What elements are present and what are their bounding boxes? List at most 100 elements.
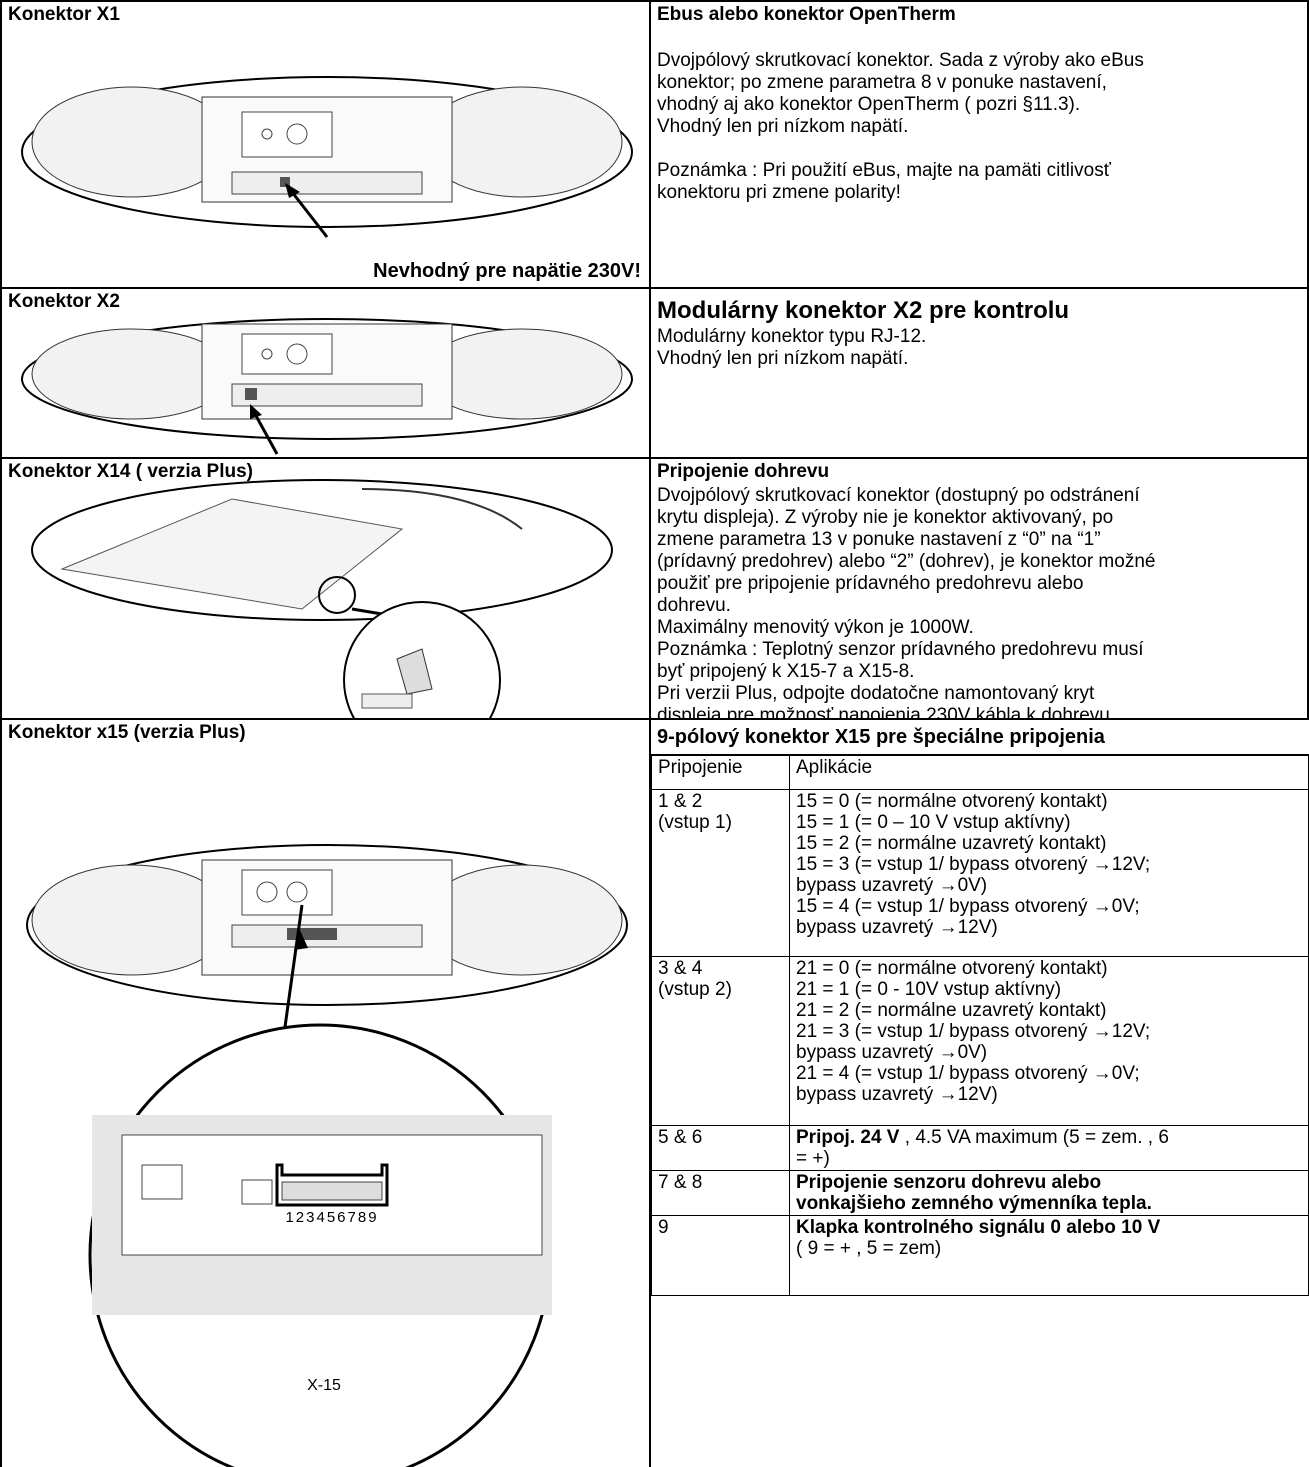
text-line: 7 & 8	[658, 1172, 703, 1193]
paragraph: Dvojpólový skrutkovací konektor (dostupn…	[657, 485, 1301, 720]
text-line: 1 & 2	[658, 791, 703, 812]
text-line: Pripojenie senzoru dohrevu alebo	[796, 1172, 1302, 1193]
text-line: Dvojpólový skrutkovací konektor (dostupn…	[657, 485, 1140, 506]
connection-cell: 5 & 6	[651, 1125, 790, 1171]
table-row: 9 Klapka kontrolného signálu 0 alebo 10 V…	[651, 1215, 1309, 1296]
text-span: Pripoj. 24 V	[796, 1127, 900, 1148]
cell-right: Pripojenie dohrevu Dvojpólový skrutkovac…	[651, 459, 1309, 720]
cell-left: Konektor X2	[0, 289, 651, 459]
text-line: Pripoj. 24 V , 4.5 VA maximum (5 = zem. …	[796, 1127, 1302, 1148]
application-cell: Pripoj. 24 V , 4.5 VA maximum (5 = zem. …	[789, 1125, 1309, 1171]
application-cell: 15 = 0 (= normálne otvorený kontakt) 15 =…	[789, 789, 1309, 957]
text-line: Klapka kontrolného signálu 0 alebo 10 V	[796, 1217, 1302, 1238]
text-line: 5 & 6	[658, 1127, 703, 1148]
text-span: vonkajšieho zemného výmenníka tepla.	[796, 1193, 1152, 1214]
cell-right: Ebus alebo konektor OpenTherm Dvojpólový…	[651, 0, 1309, 289]
paragraph: Dvojpólový skrutkovací konektor. Sada z …	[657, 50, 1301, 138]
text-line: bypass uzavretý →12V)	[796, 1084, 998, 1105]
text-line: zmene parametra 13 v ponuke nastavení z …	[657, 529, 1101, 550]
table-title: 9-pólový konektor X15 pre špeciálne prip…	[651, 720, 1309, 755]
header-cell: Aplikácie	[789, 755, 1309, 790]
text-line: 21 = 0 (= normálne otvorený kontakt)	[796, 958, 1108, 979]
text-line: Poznámka : Pri použití eBus, majte na pa…	[657, 160, 1111, 181]
text-line: dohrevu.	[657, 595, 731, 616]
cell-right: Modulárny konektor X2 pre kontrolu Modul…	[651, 289, 1309, 459]
cell-title: Konektor X2	[8, 291, 120, 312]
text-line: Pri verzii Plus, odpojte dodatočne namon…	[657, 683, 1095, 704]
cell-title: Pripojenie dohrevu	[657, 461, 830, 482]
text-line: bypass uzavretý →0V)	[796, 875, 988, 896]
text-line: 21 = 1 (= 0 - 10V vstup aktívny)	[796, 979, 1062, 1000]
connection-cell: 3 & 4 (vstup 2)	[651, 956, 790, 1126]
cell-title: Ebus alebo konektor OpenTherm	[657, 4, 956, 25]
text-line: Vhodný len pri nízkom napätí.	[657, 348, 909, 369]
text-line: byť pripojený k X15-7 a X15-8.	[657, 661, 915, 682]
text-line: vonkajšieho zemného výmenníka tepla.	[796, 1193, 1302, 1214]
text-line: = +)	[796, 1148, 830, 1169]
text-line: 15 = 4 (= vstup 1/ bypass otvorený →0V;	[796, 896, 1140, 917]
caption: Nevhodný pre napätie 230V!	[373, 260, 641, 282]
cell-title: Konektor X14 ( verzia Plus)	[8, 461, 253, 482]
text-line: (vstup 1)	[658, 812, 732, 833]
text-line: 15 = 0 (= normálne otvorený kontakt)	[796, 791, 1108, 812]
cell-title: Modulárny konektor X2 pre kontrolu	[657, 297, 1070, 324]
text-line: konektor; po zmene parametra 8 v ponuke …	[657, 72, 1107, 93]
header-row: Pripojenie Aplikácie	[651, 755, 1309, 790]
text-line: displeja pre možnosť napojenia 230V kábl…	[657, 705, 1116, 720]
cell-left: Konektor X14 ( verzia Plus)	[0, 459, 651, 720]
table: Pripojenie Aplikácie 1 & 2 (vstup 1) 15 = 0 …	[651, 755, 1309, 1296]
application-cell: Klapka kontrolného signálu 0 alebo 10 V(…	[789, 1215, 1309, 1296]
text-line: vhodný aj ako konektor OpenTherm ( pozri…	[657, 94, 1081, 115]
text-block: Dvojpólový skrutkovací konektor (dostupn…	[651, 485, 1307, 720]
text-line: Dvojpólový skrutkovací konektor. Sada z …	[657, 50, 1144, 71]
illustration: X-15 123456789	[26, 844, 628, 1467]
text-line: 21 = 3 (= vstup 1/ bypass otvorený →12V;	[796, 1021, 1151, 1042]
image-label: X-15	[307, 1377, 341, 1394]
text-line: 15 = 2 (= normálne uzavretý kontakt)	[796, 833, 1107, 854]
text-line: 15 = 3 (= vstup 1/ bypass otvorený →12V;	[796, 854, 1151, 875]
cell-left: Konektor x15 (verzia Plus) X-15 12345678…	[0, 720, 651, 1467]
cell-right: 9-pólový konektor X15 pre špeciálne prip…	[651, 720, 1309, 1467]
text-line: konektoru pri zmene polarity!	[657, 182, 901, 203]
text-line: ( 9 = + , 5 = zem)	[796, 1238, 942, 1259]
text-line: 3 & 4	[658, 958, 703, 979]
illustration	[21, 76, 633, 238]
text-line: 15 = 1 (= 0 – 10 V vstup aktívny)	[796, 812, 1071, 833]
illustration	[21, 318, 633, 455]
text-line: Modulárny konektor typu RJ-12.	[657, 326, 927, 347]
text-line: (prídavný predohrev) alebo “2” (dohrev),…	[657, 551, 1156, 572]
text-line: bypass uzavretý →12V)	[796, 917, 998, 938]
text-span: , 4.5 VA maximum (5 = zem. , 6	[899, 1127, 1169, 1148]
text-span: Pripojenie senzoru dohrevu alebo	[796, 1172, 1102, 1193]
text-line: 9	[658, 1217, 669, 1238]
text-span: Klapka kontrolného signálu 0 alebo 10 V	[796, 1217, 1161, 1238]
header-cell: Pripojenie	[651, 755, 790, 790]
cell-title: Konektor x15 (verzia Plus)	[8, 722, 246, 743]
application-cell: 21 = 0 (= normálne otvorený kontakt) 21 =…	[789, 956, 1309, 1126]
text-line: bypass uzavretý →0V)	[796, 1042, 988, 1063]
connection-cell: 9	[651, 1215, 790, 1296]
pin-numbers: 123456789	[285, 1209, 378, 1226]
table-row: 7 & 8 Pripojenie senzoru dohrevu alebo von…	[651, 1170, 1309, 1216]
paragraph: Poznámka : Pri použití eBus, majte na pa…	[657, 160, 1301, 204]
connection-cell: 7 & 8	[651, 1170, 790, 1216]
table-row: 3 & 4 (vstup 2) 21 = 0 (= normálne otvoren…	[651, 956, 1309, 1126]
text-line: použiť pre pripojenie prídavného predohr…	[657, 573, 1084, 594]
text-line: 21 = 4 (= vstup 1/ bypass otvorený →0V;	[796, 1063, 1140, 1084]
text-line: 21 = 2 (= normálne uzavretý kontakt)	[796, 1000, 1107, 1021]
text-line: krytu displeja). Z výroby nie je konekto…	[657, 507, 1114, 528]
text-line: Vhodný len pri nízkom napätí.	[657, 116, 909, 137]
table-row: 5 & 6 Pripoj. 24 V , 4.5 VA maximum (5 = …	[651, 1125, 1309, 1171]
text-line: Poznámka : Teplotný senzor prídavného pr…	[657, 639, 1144, 660]
text-block: Dvojpólový skrutkovací konektor. Sada z …	[651, 50, 1307, 204]
text-line: (vstup 2)	[658, 979, 732, 1000]
application-cell: Pripojenie senzoru dohrevu alebo vonkajši…	[789, 1170, 1309, 1216]
paragraph: Modulárny konektor typu RJ-12. Vhodný len…	[657, 326, 1301, 370]
text-block: Modulárny konektor typu RJ-12. Vhodný len…	[651, 326, 1307, 370]
table-row: 1 & 2 (vstup 1) 15 = 0 (= normálne otvoren…	[651, 789, 1309, 957]
text-line: Maximálny menovitý výkon je 1000W.	[657, 617, 974, 638]
connection-cell: 1 & 2 (vstup 1)	[651, 789, 790, 957]
illustration	[31, 479, 613, 718]
cell-left: Konektor X1 Nevhodný pre napätie 230V!	[0, 0, 651, 289]
